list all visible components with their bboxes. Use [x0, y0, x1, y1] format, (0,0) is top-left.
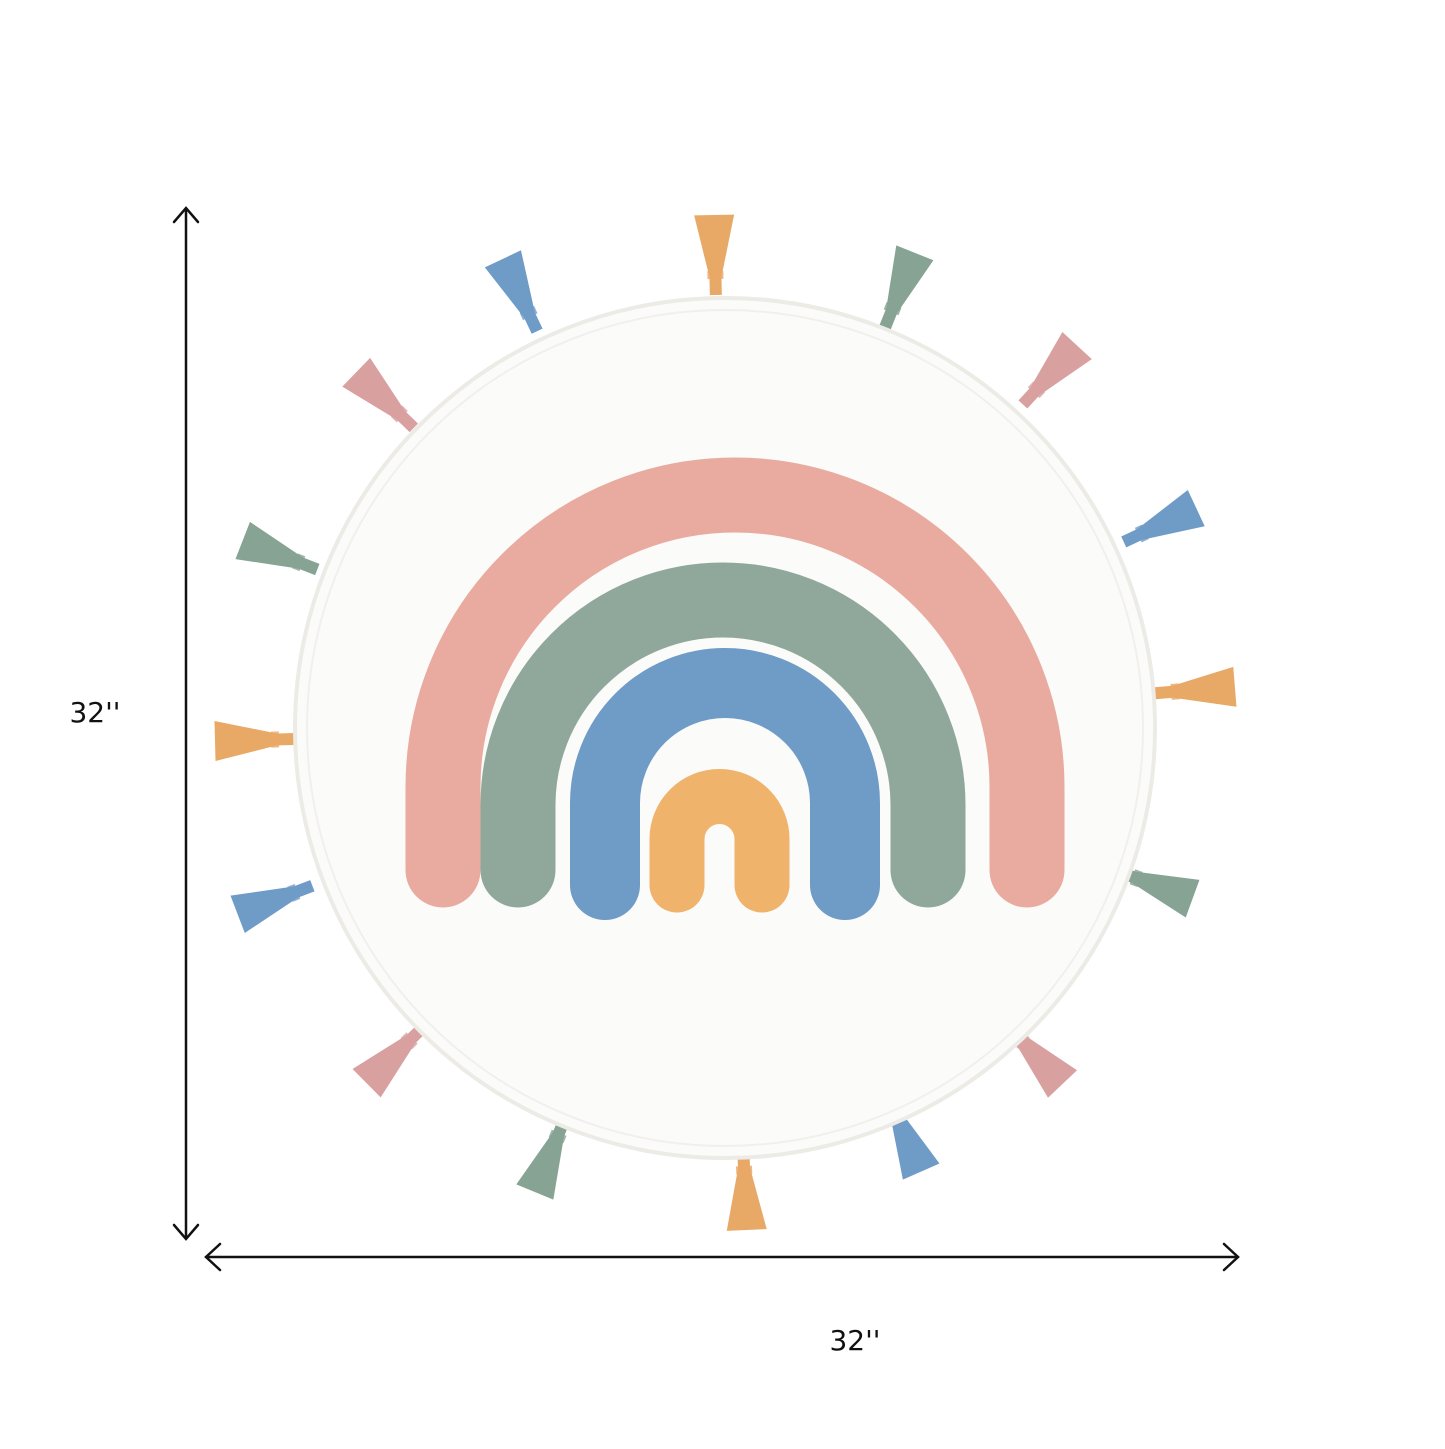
- tassel: [694, 214, 735, 296]
- tassel: [1154, 666, 1237, 707]
- green-arc: [480, 562, 966, 908]
- tassel: [214, 721, 296, 762]
- tassel: [342, 357, 418, 433]
- tassel-knot: [735, 1165, 753, 1175]
- pink-arc: [405, 457, 1065, 908]
- tassel: [484, 250, 543, 334]
- tassel-knot: [400, 1032, 418, 1050]
- tassel: [1115, 865, 1200, 918]
- tassel-body: [1121, 489, 1205, 548]
- tassel: [726, 1149, 767, 1231]
- tassel-knot: [287, 883, 301, 902]
- blue-arc: [570, 648, 880, 920]
- tassel: [516, 1115, 571, 1200]
- rainbow: [405, 457, 1065, 920]
- rug: [293, 296, 1157, 1160]
- tassel-knot: [270, 731, 280, 748]
- width-label: 32'': [829, 1324, 880, 1357]
- tassel-knot: [548, 1129, 567, 1144]
- arrowhead: [172, 1223, 200, 1241]
- tassels: [214, 214, 1237, 1231]
- dimension-arrows: [172, 206, 1240, 1272]
- orange-arc: [649, 769, 790, 913]
- tassel: [1018, 332, 1092, 409]
- tassel-body: [235, 521, 320, 576]
- tassel-knot: [390, 405, 408, 423]
- tassel-body: [726, 1149, 767, 1231]
- arrowhead: [204, 1242, 222, 1272]
- tassel-body: [214, 721, 296, 762]
- tassel-knot: [707, 270, 724, 280]
- tassel-knot: [883, 301, 902, 316]
- tassel: [879, 245, 934, 330]
- height-label: 32'': [69, 696, 120, 729]
- tassel-knot: [1134, 524, 1149, 543]
- tassel-knot: [1027, 381, 1046, 399]
- tassel-knot: [292, 553, 306, 572]
- tassel-knot: [1170, 683, 1180, 700]
- tassel-body: [1154, 666, 1237, 707]
- tassel-body: [484, 250, 543, 334]
- arrowhead: [1222, 1242, 1240, 1272]
- tassel-body: [1018, 332, 1092, 409]
- tassel-body: [694, 214, 735, 296]
- tassel: [1121, 489, 1205, 548]
- tassel-body: [230, 880, 315, 933]
- tassel-body: [879, 245, 934, 330]
- tassel: [352, 1022, 428, 1098]
- rug-border: [306, 309, 1144, 1147]
- arrowhead: [172, 206, 200, 224]
- tassel-knot: [1129, 869, 1143, 888]
- tassel: [230, 880, 315, 933]
- tassel-knot: [519, 306, 538, 321]
- tassel: [235, 521, 320, 576]
